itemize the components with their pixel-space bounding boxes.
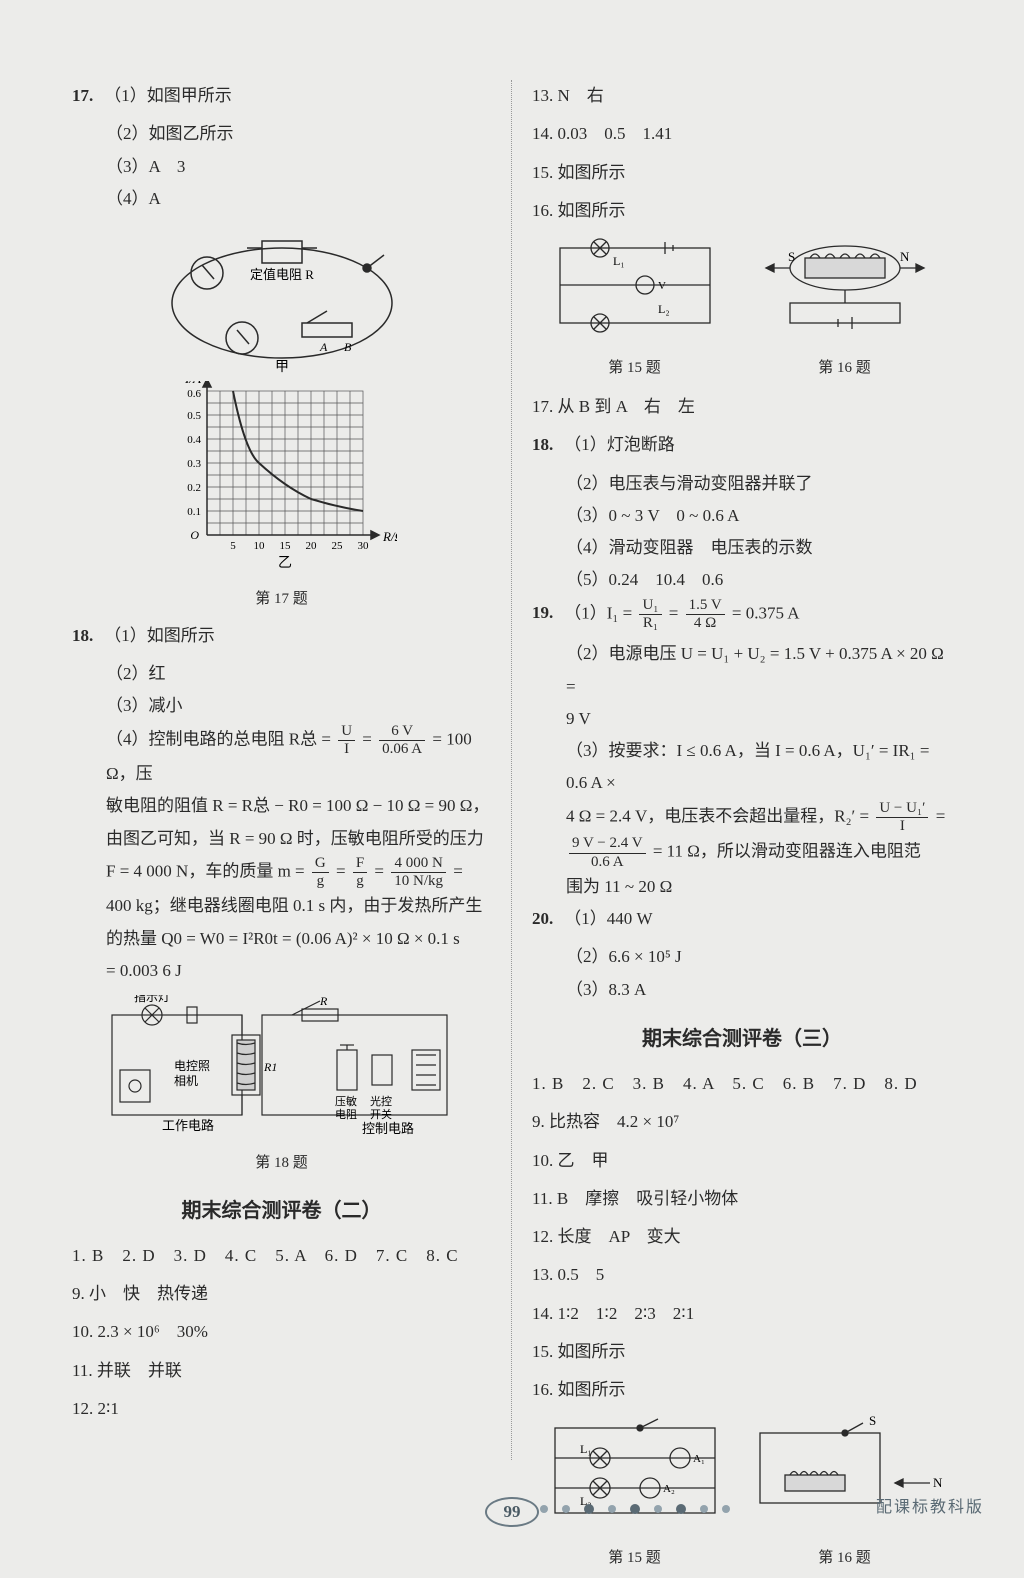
circuit-label: 定值电阻 R [250, 267, 314, 282]
svg-text:L₂: L₂ [658, 302, 670, 316]
r-q20: 20. （1）440 W [532, 903, 952, 935]
q18: 18. （1）如图所示 [72, 620, 491, 652]
svg-text:L₁: L₁ [613, 254, 625, 268]
svg-text:5: 5 [230, 540, 236, 552]
r-q18: 18. （1）灯泡断路 [532, 429, 952, 461]
r-q19: 19. （1）I₁ = U₁R₁ = 1.5 V4 Ω = 0.375 A [532, 597, 952, 633]
svg-text:30: 30 [357, 540, 369, 552]
svg-text:V: V [658, 280, 666, 292]
r-fig16: S N [750, 233, 940, 343]
svg-text:相机: 相机 [174, 1074, 198, 1088]
svg-text:B: B [344, 340, 352, 354]
svg-text:指示灯: 指示灯 [133, 995, 169, 1004]
svg-text:0.6: 0.6 [187, 388, 201, 400]
q17: 17. （1）如图甲所示 [72, 80, 491, 112]
q17-p1: （1）如图甲所示 [104, 86, 232, 105]
svg-text:工作电路: 工作电路 [162, 1118, 214, 1133]
r-fig15: L₁ V L₂ [545, 233, 725, 343]
svg-text:R: R [319, 995, 328, 1008]
svg-text:电控照: 电控照 [174, 1059, 210, 1073]
page-number: 99 [485, 1497, 539, 1527]
q18-p2: （2）红 [72, 658, 491, 690]
svg-text:O: O [190, 528, 199, 542]
q18-p4-l1: （4）控制电路的总电阻 R总 = UI = 6 V0.06 A = 100 Ω，… [72, 723, 491, 791]
svg-text:N: N [900, 249, 910, 264]
r-q16: 16. 如图所示 [532, 195, 952, 227]
s2-mc: 1. B 2. D 3. D 4. C 5. A 6. D 7. C 8. C [72, 1240, 491, 1272]
svg-text:I/A: I/A [184, 381, 201, 386]
s3-mc: 1. B 2. C 3. B 4. A 5. C 6. B 7. D 8. D [532, 1068, 952, 1100]
svg-text:0.4: 0.4 [187, 434, 201, 446]
r-q15: 15. 如图所示 [532, 157, 952, 189]
circuit-sub: 甲 [275, 360, 289, 373]
r-figs-15-16: L₁ V L₂ 第 15 题 [532, 233, 952, 389]
q18-caption: 第 18 题 [72, 1149, 491, 1178]
q18-p4-l7: = 0.003 6 J [72, 955, 491, 987]
svg-text:R1: R1 [263, 1060, 277, 1074]
svg-text:0.3: 0.3 [187, 458, 201, 470]
svg-text:25: 25 [331, 540, 343, 552]
svg-text:L₁: L₁ [580, 1442, 592, 1456]
q17-circuit-fig: 定值电阻 R A B 甲 [152, 223, 412, 373]
footer-dots [540, 1505, 800, 1513]
svg-text:0.5: 0.5 [187, 410, 201, 422]
s2-q10: 10. 2.3 × 10⁶ 30% [72, 1316, 491, 1348]
r-q14: 14. 0.03 0.5 1.41 [532, 118, 952, 150]
svg-text:10: 10 [253, 540, 265, 552]
q18-p4-l6: 的热量 Q0 = W0 = I²R0t = (0.06 A)² × 10 Ω ×… [72, 923, 491, 955]
svg-text:光控: 光控 [370, 1094, 392, 1108]
svg-text:压敏: 压敏 [335, 1094, 357, 1108]
q18-p4-l5: 400 kg；继电器线圈电阻 0.1 s 内，由于发热所产生 [72, 890, 491, 922]
footer-brand: 配课标教科版 [876, 1493, 984, 1523]
r-q13: 13. N 右 [532, 80, 952, 112]
svg-text:电阻: 电阻 [335, 1108, 357, 1121]
q17-caption: 第 17 题 [72, 585, 491, 614]
q18-num: 18. [72, 620, 100, 652]
section3-title: 期末综合测评卷（三） [532, 1020, 952, 1058]
q18-fig: 指示灯 电控照 相机 工作电路 R R1 压敏 电阻 光控 开关 控制电路 [102, 995, 462, 1145]
q18-p4-l2: 敏电阻的阻值 R = R总 − R0 = 100 Ω − 10 Ω = 90 Ω… [72, 790, 491, 822]
q17-p2: （2）如图乙所示 [72, 118, 491, 150]
svg-text:乙: 乙 [278, 555, 292, 571]
s2-q11: 11. 并联 并联 [72, 1355, 491, 1387]
r-q17: 17. 从 B 到 A 右 左 [532, 391, 952, 423]
svg-text:S: S [869, 1413, 876, 1428]
svg-text:开关: 开关 [370, 1107, 392, 1121]
footer: 99 配课标教科版 [0, 1487, 1024, 1527]
q17-num: 17. [72, 80, 100, 112]
s2-q12: 12. 2∶1 [72, 1393, 491, 1425]
q18-p4-l3: 由图乙可知，当 R = 90 Ω 时，压敏电阻所受的压力 [72, 823, 491, 855]
svg-text:S: S [788, 249, 795, 264]
svg-text:A: A [319, 340, 328, 354]
svg-text:20: 20 [305, 540, 317, 552]
q17-graph: I/A R/Ω O 0.1 0.2 0.3 0.4 0.5 0.6 5 10 1… [167, 381, 397, 581]
q17-p3: （3）A 3 [72, 151, 491, 183]
svg-text:0.1: 0.1 [187, 506, 201, 518]
svg-text:15: 15 [279, 540, 291, 552]
svg-text:0.2: 0.2 [187, 482, 201, 494]
q18-p4-l4: F = 4 000 N，车的质量 m = Gg = Fg = 4 000 N10… [72, 855, 491, 891]
svg-text:A₁: A₁ [693, 1453, 705, 1465]
page-content: 17. （1）如图甲所示 （2）如图乙所示 （3）A 3 （4）A 定值电阻 [60, 80, 964, 1460]
svg-text:R/Ω: R/Ω [382, 529, 397, 544]
svg-text:控制电路: 控制电路 [362, 1121, 414, 1136]
s2-q9: 9. 小 快 热传递 [72, 1278, 491, 1310]
section2-title: 期末综合测评卷（二） [72, 1192, 491, 1230]
q17-p4: （4）A [72, 183, 491, 215]
q18-p3: （3）减小 [72, 690, 491, 722]
q18-p1: （1）如图所示 [104, 626, 215, 645]
left-column: 17. （1）如图甲所示 （2）如图乙所示 （3）A 3 （4）A 定值电阻 [60, 80, 512, 1460]
right-column: 13. N 右 14. 0.03 0.5 1.41 15. 如图所示 16. 如… [512, 80, 964, 1460]
